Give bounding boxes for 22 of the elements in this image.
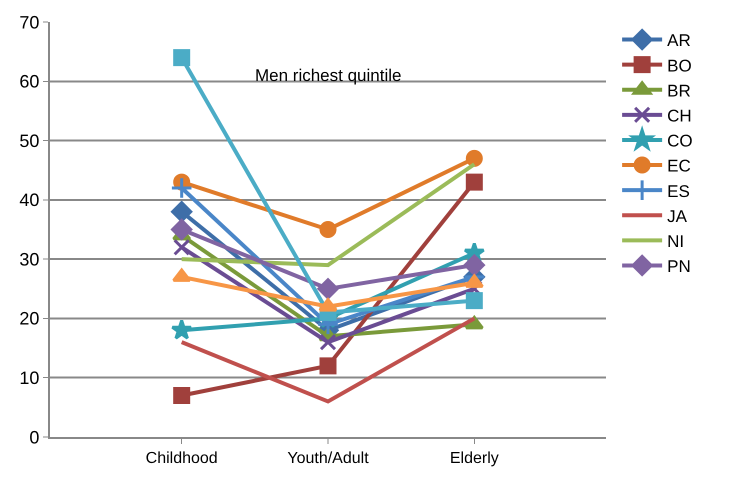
y-tick-label: 20 [19,308,40,329]
y-tick-label: 40 [19,190,40,210]
y-tick-label: 10 [19,368,40,388]
x-tick-label: Elderly [450,450,499,468]
legend-label: AR [667,31,691,50]
y-tick-label: 30 [19,249,40,270]
legend-label: BR [667,81,691,100]
legend-label: EC [667,156,691,176]
y-tick-label: 50 [19,130,40,151]
legend-label: JA [667,206,688,226]
annotation: Men richest quintile [255,66,402,85]
x-tick-label: Youth/Adult [287,450,370,468]
legend-label: NI [667,232,684,251]
y-tick-label: 60 [19,72,40,92]
legend-label: CH [667,106,692,126]
legend-label: PN [667,257,691,276]
legend-label: CO [667,132,693,151]
y-tick-label: 70 [19,12,40,32]
legend-label: BO [667,56,692,76]
legend-label: ES [667,182,690,201]
x-tick-label: Childhood [146,450,218,468]
y-tick-label: 0 [29,427,40,448]
